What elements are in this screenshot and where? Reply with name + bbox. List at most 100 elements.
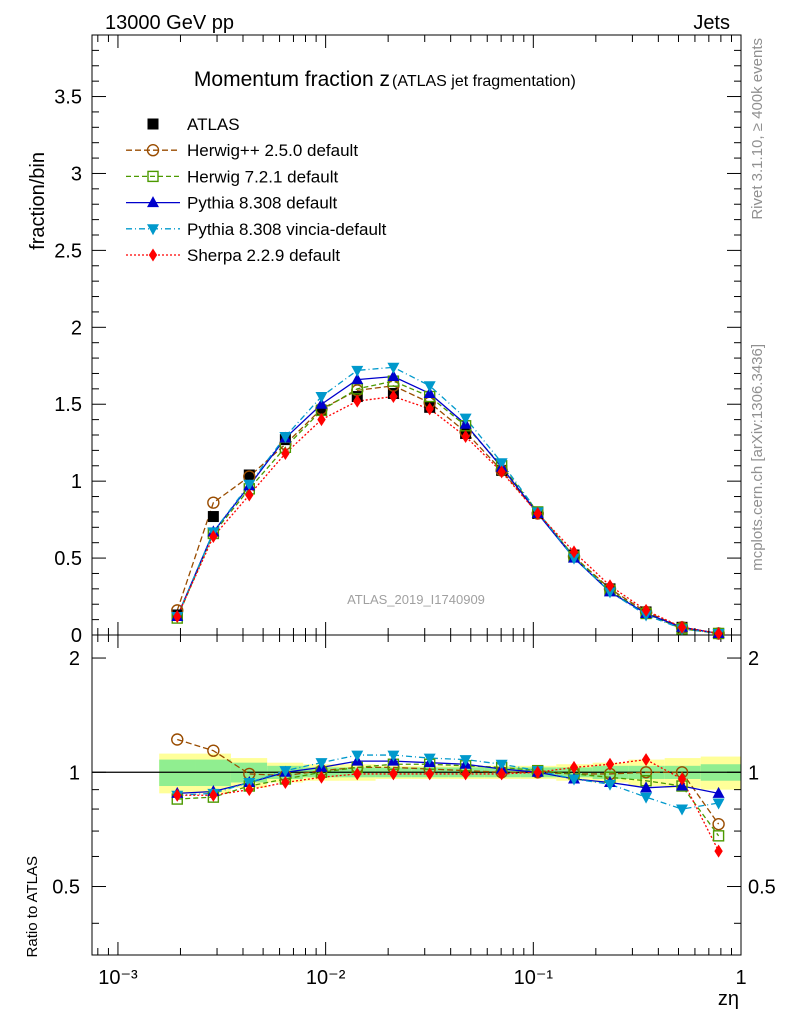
- ratio-marker-4-5: [353, 767, 362, 781]
- y-tick-label-ratio: 1: [69, 762, 80, 784]
- ratio-marker-3-8: [459, 755, 472, 767]
- main-marker-3-6: [387, 370, 400, 382]
- legend-label-4: Pythia 8.308 vincia-default: [187, 220, 387, 239]
- main-marker-4-11: [568, 553, 581, 565]
- legend-marker-2: [147, 170, 159, 183]
- y-tick-label-ratio-right: 0.5: [748, 877, 776, 899]
- ratio-marker-3-3: [279, 766, 292, 778]
- main-line-5: [176, 395, 719, 635]
- x-tick-label: 1: [735, 967, 746, 989]
- plot-frames: [91, 34, 742, 956]
- chart-subtitle: (ATLAS jet fragmentation): [392, 73, 576, 90]
- ratio-marker-0-1: [207, 744, 220, 757]
- x-tick-label: 10⁻¹: [514, 967, 554, 989]
- ratio-marker-4-15: [714, 844, 723, 858]
- main-marker-0-4: [315, 404, 327, 416]
- y-axis-label-ratio: Ratio to ATLAS: [24, 856, 41, 957]
- ratio-marker-3-13: [640, 792, 653, 804]
- main-marker-4-9: [495, 458, 508, 470]
- y-tick-label-main: 3.5: [54, 87, 82, 109]
- y-tick-label-ratio-right: 1: [748, 762, 759, 784]
- ratio-marker-2-15: [712, 786, 725, 798]
- main-marker-1-1: [207, 496, 220, 509]
- main-line-2: [176, 380, 719, 635]
- ratio-marker-0-13: [639, 766, 653, 779]
- main-line-1: [176, 385, 719, 635]
- y-tick-label-ratio: 2: [69, 648, 80, 670]
- ratio-marker-4-2: [245, 783, 254, 797]
- main-marker-5-2: [245, 488, 254, 502]
- main-marker-5-8: [461, 430, 470, 444]
- legend-marker-4: [147, 224, 159, 236]
- axis-ticks: 10⁻³ 10⁻² 10⁻¹ 1 0 0.5 1 1.5 2 2.5 3 3.5 0.5 0.5 1 1 2 2: [52, 35, 776, 989]
- y-tick-label-main: 2: [71, 317, 82, 339]
- ratio-marker-3-5: [351, 750, 364, 762]
- x-tick-label: 10⁻²: [306, 967, 346, 989]
- main-marker-4-3: [279, 432, 292, 444]
- main-marker-4-6: [387, 362, 400, 374]
- legend: ATLAS Herwig++ 2.5.0 default Herwig 7.2.1 …: [126, 115, 387, 265]
- main-marker-5-14: [677, 620, 687, 634]
- x-axis-label: zη: [718, 988, 739, 1010]
- ratio-marker-4-6: [389, 767, 398, 781]
- ratio-marker-4-14: [677, 772, 687, 786]
- main-marker-3-4: [315, 397, 328, 409]
- main-marker-3-7: [423, 386, 436, 398]
- main-marker-4-12: [603, 587, 616, 599]
- ratio-marker-2-13: [640, 781, 653, 793]
- ratio-marker-4-13: [641, 753, 651, 767]
- main-marker-4-5: [351, 365, 364, 377]
- series-lines: [176, 366, 720, 852]
- y-tick-label-main: 0: [71, 625, 82, 647]
- y-tick-label-main: 2.5: [54, 240, 82, 262]
- analysis-watermark: ATLAS_2019_I1740909: [347, 592, 485, 607]
- ratio-marker-0-15: [712, 817, 725, 831]
- ratio-line-3: [177, 754, 719, 810]
- mcplots-credit-label: mcplots.cern.ch [arXiv:1306.3436]: [749, 344, 766, 571]
- legend-label-5: Sherpa 2.2.9 default: [187, 246, 340, 265]
- legend-marker-0: [147, 118, 159, 130]
- ratio-marker-4-10: [533, 765, 542, 779]
- ratio-marker-4-8: [461, 767, 470, 781]
- main-marker-5-10: [533, 506, 542, 520]
- ratio-line-1: [177, 763, 720, 837]
- main-marker-5-0: [173, 610, 182, 624]
- main-marker-5-1: [209, 530, 218, 544]
- main-marker-5-6: [389, 390, 398, 404]
- y-tick-label-ratio: 0.5: [52, 877, 80, 899]
- legend-marker-3: [147, 196, 159, 208]
- main-marker-4-4: [315, 392, 328, 404]
- x-tick-label: 10⁻³: [98, 967, 138, 989]
- ratio-marker-3-4: [315, 758, 328, 770]
- ratio-marker-1-15: [712, 830, 725, 842]
- ratio-marker-3-14: [676, 804, 689, 816]
- ratio-marker-4-4: [317, 770, 326, 784]
- main-marker-4-8: [459, 413, 472, 425]
- main-marker-0-2: [243, 469, 255, 481]
- y-tick-label-main: 0.5: [54, 548, 82, 570]
- main-marker-4-2: [243, 479, 256, 491]
- main-marker-5-9: [497, 465, 506, 479]
- ratio-marker-4-3: [281, 775, 290, 789]
- main-marker-5-13: [641, 603, 651, 617]
- ratio-marker-4-12: [605, 757, 615, 771]
- header-left: 13000 GeV pp: [105, 12, 234, 34]
- ratio-marker-4-7: [425, 767, 434, 781]
- ratio-marker-3-7: [423, 753, 436, 765]
- main-line-3: [176, 375, 719, 635]
- main-marker-5-7: [425, 402, 434, 416]
- y-tick-label-main: 1: [71, 471, 82, 493]
- legend-marker-1: [146, 143, 160, 157]
- ratio-marker-3-6: [387, 750, 400, 762]
- y-tick-label-ratio-right: 2: [748, 648, 759, 670]
- series-markers: [171, 362, 725, 858]
- main-marker-4-7: [423, 381, 436, 393]
- main-marker-5-12: [605, 579, 615, 593]
- ratio-line-4: [177, 758, 720, 852]
- main-marker-5-5: [353, 394, 362, 408]
- ratio-marker-3-15: [712, 798, 725, 810]
- ratio-line-0: [177, 738, 720, 825]
- ratio-marker-4-0: [173, 788, 182, 802]
- ratio-marker-0-0: [171, 733, 184, 746]
- ratio-marker-4-11: [569, 760, 579, 774]
